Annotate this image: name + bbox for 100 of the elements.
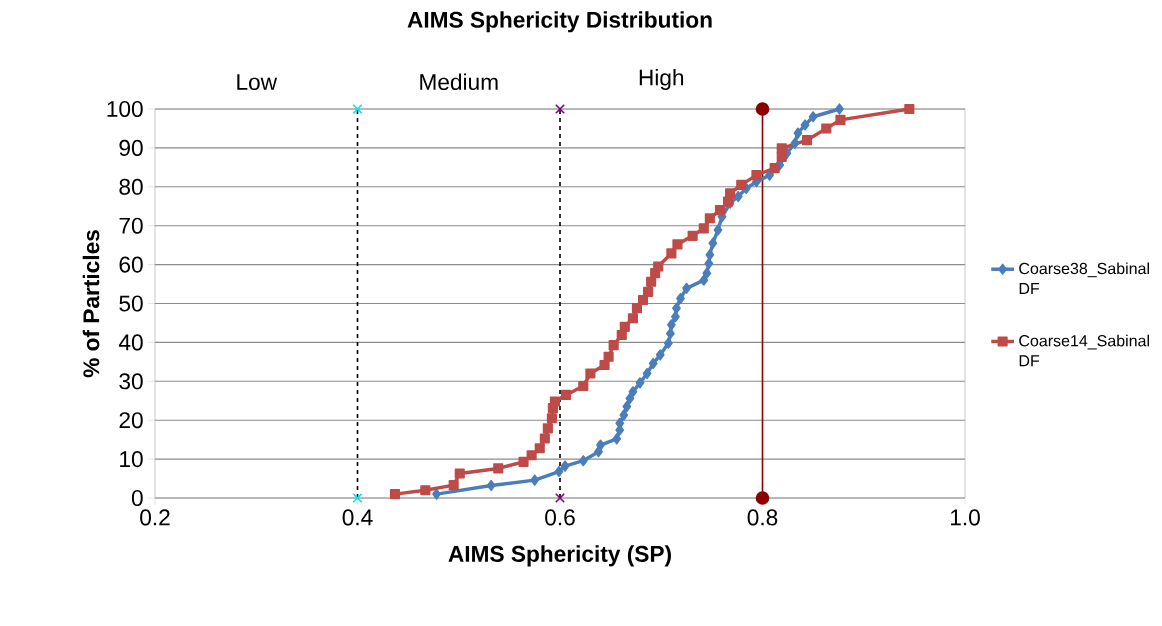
point: [627, 313, 638, 324]
point: [530, 474, 540, 486]
y-tick-label: 40: [118, 334, 143, 351]
y-tick-label: 20: [119, 412, 143, 429]
point: [713, 224, 723, 236]
point: [612, 433, 622, 445]
point: [648, 357, 658, 370]
point: [666, 248, 677, 259]
x-tick-label: 1.0: [950, 509, 980, 526]
y-tick-label: 90: [119, 139, 143, 156]
point: [755, 491, 770, 505]
y-tick-label: 0: [131, 489, 143, 507]
point: [454, 468, 465, 479]
point: [352, 103, 363, 115]
point: [534, 443, 545, 454]
point: [672, 302, 681, 314]
point: [755, 102, 770, 116]
point: [736, 179, 747, 190]
point: [608, 340, 619, 351]
point: [596, 439, 605, 451]
point: [539, 433, 550, 444]
point: [666, 319, 676, 331]
point: [554, 492, 566, 504]
point: [672, 239, 683, 250]
point: [560, 460, 570, 472]
point: [642, 367, 652, 380]
point: [486, 479, 496, 492]
point: [698, 223, 709, 234]
x-tick-label: 0.6: [545, 509, 575, 526]
point: [708, 237, 718, 249]
point: [585, 368, 596, 379]
point: [835, 103, 844, 115]
point: [790, 137, 800, 149]
point: [619, 409, 629, 421]
point: [631, 303, 643, 314]
point: [389, 489, 401, 500]
y-tick-label: 30: [119, 373, 143, 390]
x-tick-label: 0.4: [342, 509, 373, 526]
y-axis-title: % of Particles: [82, 230, 100, 378]
point: [554, 103, 566, 115]
point: [546, 413, 557, 424]
point: [653, 261, 664, 272]
point: [561, 389, 572, 400]
point: [625, 392, 635, 405]
point: [821, 123, 832, 134]
point: [518, 456, 529, 467]
point: [432, 488, 441, 500]
point: [493, 463, 504, 474]
point: [635, 377, 645, 389]
legend-label: Coarse38_Sabinal DF: [1019, 262, 1149, 295]
point: [526, 450, 537, 461]
point: [702, 267, 712, 279]
point: [448, 480, 459, 491]
point: [687, 230, 698, 241]
text: Medium: [420, 73, 498, 91]
point: [705, 249, 715, 261]
point: [800, 119, 810, 131]
point: [699, 274, 709, 286]
point: [704, 257, 714, 270]
point: [725, 188, 736, 199]
point: [549, 396, 561, 407]
x-tick-label: 0.2: [140, 509, 170, 526]
point: [776, 151, 787, 162]
point: [554, 465, 564, 478]
point: [751, 170, 762, 181]
point: [637, 294, 649, 306]
text: Low: [237, 74, 278, 91]
point: [578, 380, 589, 392]
point: [663, 337, 673, 349]
point: [904, 103, 915, 115]
x-axis-title: AIMS Sphericity (SP): [448, 545, 671, 567]
point: [801, 135, 813, 146]
y-tick-label: 80: [119, 178, 143, 195]
point: [704, 213, 715, 224]
point: [808, 111, 818, 123]
point: [671, 311, 680, 323]
point: [655, 349, 665, 361]
point: [643, 286, 654, 297]
point: [769, 163, 780, 174]
point: [542, 423, 553, 434]
point: [578, 455, 588, 467]
point: [352, 492, 363, 504]
y-tick-label: 60: [119, 256, 143, 273]
point: [793, 127, 803, 139]
y-tick-label: 10: [120, 451, 143, 468]
point: [599, 359, 610, 371]
legend-label: Coarse14_Sabinal DF: [1019, 334, 1149, 367]
x-tick-label: 0.8: [747, 509, 778, 526]
point: [835, 114, 846, 125]
point: [646, 276, 657, 287]
point: [622, 400, 632, 413]
point: [714, 205, 726, 216]
point: [682, 282, 691, 294]
point: [420, 485, 431, 496]
point: [665, 327, 675, 340]
point: [603, 351, 614, 362]
y-tick-label: 70: [119, 217, 143, 234]
point: [776, 143, 787, 154]
y-tick-label: 50: [119, 295, 143, 312]
chart-title: AIMS Sphericity Distribution: [407, 11, 712, 33]
